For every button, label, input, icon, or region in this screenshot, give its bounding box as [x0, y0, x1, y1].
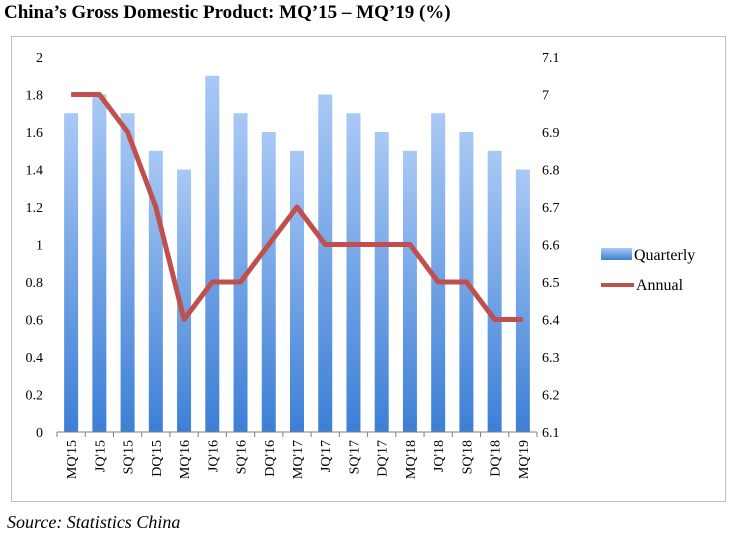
x-axis-tick-label: JQ'18: [432, 440, 447, 472]
quarterly-bar: [318, 94, 333, 432]
right-axis-tick-label: 6.8: [542, 164, 560, 179]
right-axis-tick-label: 6.5: [542, 276, 560, 291]
left-axis-tick-label: 0.8: [26, 276, 44, 291]
left-axis-tick-label: 1.2: [26, 201, 44, 216]
quarterly-bar: [290, 150, 304, 432]
left-axis-tick-label: 0: [36, 426, 43, 441]
left-axis-tick-label: 1.4: [26, 164, 44, 179]
x-axis: MQ'15 JQ'15 SQ'15 DQ'15 MQ'16 JQ'16 SQ'16 DQ'16…: [56, 431, 538, 479]
left-axis-tick-label: 2: [36, 51, 43, 66]
quarterly-bar: [261, 132, 276, 432]
legend-label-quarterly: Quarterly: [634, 247, 695, 264]
page-title: China’s Gross Domestic Product: MQ’15 – …: [4, 2, 451, 23]
x-axis-tick-label: SQ'18: [460, 440, 475, 474]
x-axis-tick-label: DQ'18: [489, 440, 504, 477]
quarterly-bar: [346, 113, 361, 432]
x-axis-tick-label: SQ'15: [122, 440, 137, 474]
quarterly-bar: [120, 113, 135, 432]
legend: Quarterly Annual: [601, 247, 695, 294]
right-axis-tick-label: 7.1: [542, 51, 560, 66]
legend-swatch-quarterly: [601, 248, 632, 260]
right-axis-tick-label: 6.6: [542, 239, 560, 254]
annual-series-line: [71, 92, 523, 322]
quarterly-bar: [205, 75, 220, 432]
left-axis-tick-label: 1.8: [26, 89, 44, 104]
x-axis-tick-label: SQ'16: [235, 440, 250, 474]
right-axis-tick-label: 6.3: [542, 351, 560, 366]
x-axis-tick-label: SQ'17: [347, 440, 362, 474]
x-axis-tick-label: DQ'16: [263, 440, 278, 477]
right-axis-tick-label: 6.1: [542, 426, 560, 441]
right-axis-tick-label: 7: [542, 89, 549, 104]
legend-label-annual: Annual: [636, 277, 684, 294]
quarterly-bar: [177, 169, 192, 432]
chart-frame: 0 0.2 0.4 0.6 0.8 1 1.2 1.4 1.6 1.8 2 6.1 6.2 6.3 6.4…: [11, 36, 726, 502]
x-axis-tick-label: MQ'17: [291, 440, 306, 479]
quarterly-bar: [402, 150, 417, 432]
quarterly-bar: [515, 169, 530, 432]
source-note: Source: Statistics China: [7, 512, 181, 532]
quarterly-bar: [233, 113, 248, 432]
gdp-chart: 0 0.2 0.4 0.6 0.8 1 1.2 1.4 1.6 1.8 2 6.1 6.2 6.3 6.4…: [26, 51, 696, 479]
right-axis-tick-label: 6.4: [542, 314, 560, 329]
x-axis-tick-label: MQ'15: [65, 440, 80, 479]
right-axis-tick-label: 6.7: [542, 201, 560, 216]
left-axis: 0 0.2 0.4 0.6 0.8 1 1.2 1.4 1.6 1.8 2: [26, 51, 44, 441]
annual-line: [71, 92, 523, 322]
quarterly-bar: [431, 113, 446, 432]
quarterly-bar: [92, 94, 107, 432]
quarterly-bars: [64, 75, 530, 432]
left-axis-tick-label: 0.4: [26, 351, 44, 366]
quarterly-bar: [64, 113, 79, 432]
x-axis-tick-label: JQ'15: [93, 440, 108, 472]
right-axis-tick-label: 6.2: [542, 389, 560, 404]
left-axis-tick-label: 0.2: [26, 389, 44, 404]
quarterly-bar: [374, 132, 389, 432]
x-axis-tick-label: JQ'16: [206, 440, 221, 472]
x-axis-tick-label: DQ'17: [376, 440, 391, 477]
left-axis-tick-label: 1: [36, 239, 43, 254]
x-axis-tick-label: MQ'18: [404, 440, 419, 479]
left-axis-tick-label: 0.6: [26, 314, 44, 329]
x-axis-tick-label: MQ'16: [178, 440, 193, 479]
right-axis-tick-label: 6.9: [542, 126, 560, 141]
right-axis: 6.1 6.2 6.3 6.4 6.5 6.6 6.7 6.8 6.9 7 7.1: [542, 51, 560, 441]
quarterly-bar: [487, 150, 502, 432]
x-axis-tick-label: DQ'15: [150, 440, 165, 477]
left-axis-tick-label: 1.6: [26, 126, 44, 141]
x-axis-tick-label: JQ'17: [319, 440, 334, 472]
x-axis-tick-label: MQ'19: [517, 440, 532, 479]
